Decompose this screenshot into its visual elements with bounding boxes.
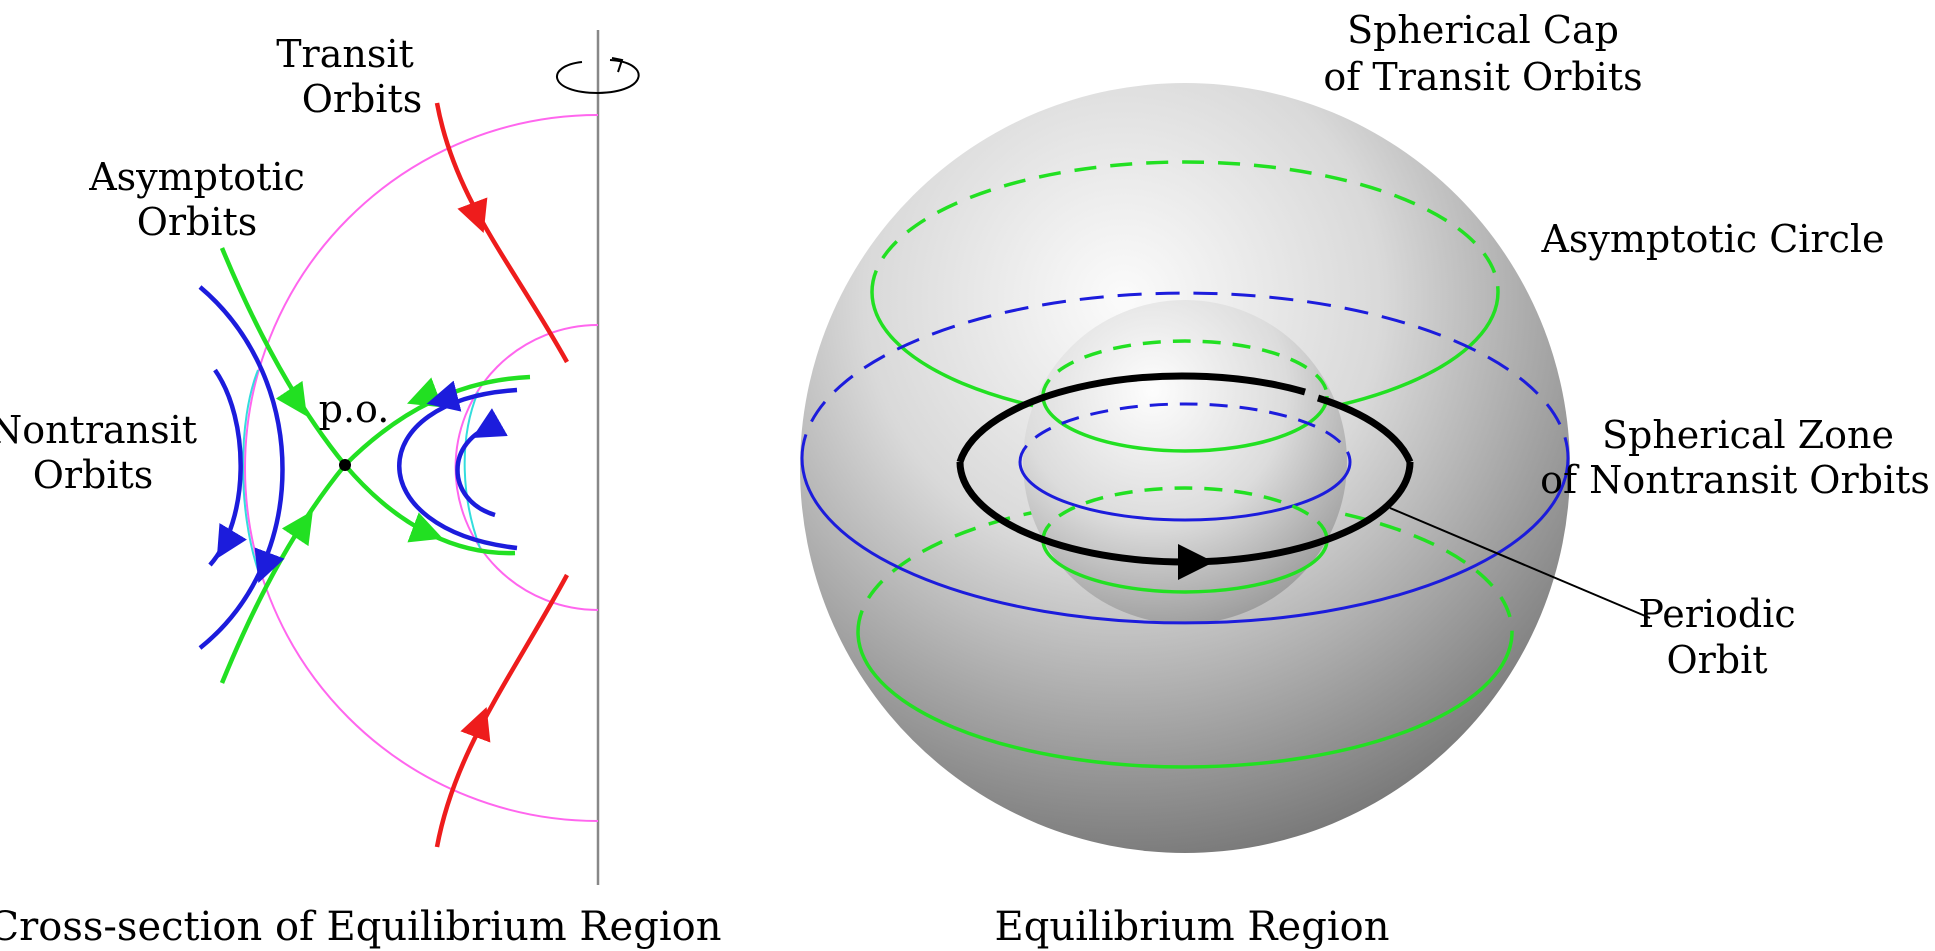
nontransit-zone-back bbox=[800, 291, 1570, 459]
asymptotic-arrow-3 bbox=[407, 377, 443, 408]
nontransit-arrow-1 bbox=[254, 547, 285, 583]
po-label: p.o. bbox=[319, 387, 390, 431]
transit-arrow-lower bbox=[460, 707, 491, 743]
nontransit-zone-front bbox=[800, 457, 1570, 625]
nontransit-orbit-outer-right bbox=[397, 387, 518, 551]
nontransit-orbit-outer-left bbox=[198, 285, 285, 650]
spherical-zone-label-line2: of Nontransit Orbits bbox=[1540, 458, 1930, 502]
transit-label-line2: Orbits bbox=[302, 77, 423, 121]
nontransit-arrow-3 bbox=[426, 380, 462, 412]
inner-asymptotic-lower-back bbox=[1041, 486, 1329, 541]
transit-label-line1: Transit bbox=[276, 32, 414, 76]
inner-sphere bbox=[1023, 300, 1347, 624]
spherical-zone-label-line1: Spherical Zone bbox=[1602, 413, 1894, 457]
inner-asymptotic-lower-front bbox=[1041, 539, 1329, 594]
asymptotic-label-line1: Asymptotic bbox=[88, 155, 305, 199]
cross-section-panel: Transit Orbits Asymptotic Orbits Nontran… bbox=[0, 30, 721, 950]
periodic-orbit-back bbox=[956, 372, 1306, 464]
spherical-cap-label-line1: Spherical Cap bbox=[1347, 8, 1619, 52]
nontransit-label-line1: Nontransit bbox=[0, 408, 197, 452]
inner-nontransit-back bbox=[1018, 402, 1352, 463]
asymptotic-arrow-2 bbox=[281, 510, 313, 547]
nontransit-orbit-inner-right bbox=[455, 422, 496, 518]
periodic-orbit-back-right bbox=[1316, 394, 1414, 464]
asymptotic-label-line2: Orbits bbox=[137, 200, 258, 244]
transit-arrow-upper bbox=[457, 197, 488, 233]
transit-orbit-lower bbox=[434, 573, 569, 848]
inner-asymptotic-upper-back bbox=[1041, 339, 1329, 397]
nontransit-arrow-2 bbox=[216, 523, 247, 559]
asymptotic-circle-label: Asymptotic Circle bbox=[1540, 217, 1884, 261]
asymptotic-circle-upper-back bbox=[870, 160, 1500, 293]
inner-nontransit-front bbox=[1018, 461, 1352, 522]
periodic-orbit-point bbox=[339, 459, 351, 471]
rotation-arrow-icon bbox=[556, 57, 640, 95]
periodic-orbit-label-line1: Periodic bbox=[1638, 592, 1795, 636]
equilibrium-region-panel: Spherical Cap of Transit Orbits Asymptot… bbox=[800, 8, 1930, 950]
left-caption: Cross-section of Equilibrium Region bbox=[0, 904, 721, 950]
nontransit-orbit-inner-left bbox=[208, 368, 243, 567]
asymptotic-arrow-1 bbox=[275, 380, 307, 417]
inner-boundary-arc bbox=[454, 324, 599, 611]
left-cyan-boundary bbox=[242, 369, 259, 571]
transit-orbit-upper bbox=[434, 102, 569, 364]
asymptotic-arrow-4 bbox=[407, 512, 443, 543]
inner-asymptotic-upper-front bbox=[1041, 395, 1329, 453]
right-caption: Equilibrium Region bbox=[995, 904, 1390, 950]
nontransit-label-line2: Orbits bbox=[33, 453, 154, 497]
spherical-cap-label-line2: of Transit Orbits bbox=[1323, 55, 1642, 99]
nontransit-arrow-4 bbox=[472, 408, 508, 438]
outer-boundary-arc bbox=[244, 114, 599, 822]
periodic-orbit-leader bbox=[1389, 507, 1651, 619]
asymptotic-circle-lower-front bbox=[856, 631, 1514, 769]
periodic-orbit-label-line2: Orbit bbox=[1666, 638, 1767, 682]
